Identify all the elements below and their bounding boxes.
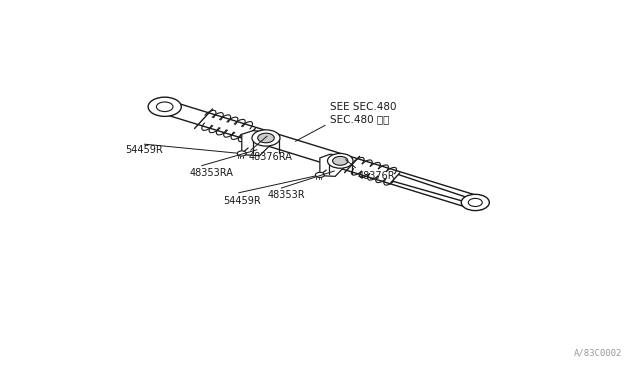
- Text: A/83C0002: A/83C0002: [574, 349, 623, 358]
- Circle shape: [156, 102, 173, 112]
- Circle shape: [258, 133, 275, 143]
- Text: 48376RA: 48376RA: [248, 152, 292, 162]
- Text: 48353RA: 48353RA: [190, 168, 234, 178]
- Circle shape: [461, 194, 490, 211]
- Text: 54459R: 54459R: [125, 145, 163, 155]
- Text: 48376R: 48376R: [358, 171, 396, 181]
- Circle shape: [328, 154, 353, 168]
- Circle shape: [316, 172, 324, 177]
- Circle shape: [468, 198, 483, 206]
- Polygon shape: [163, 102, 477, 207]
- Circle shape: [237, 151, 246, 156]
- Polygon shape: [320, 154, 347, 176]
- Text: 48353R: 48353R: [268, 190, 305, 201]
- Polygon shape: [242, 131, 274, 156]
- Circle shape: [333, 156, 348, 165]
- Circle shape: [252, 130, 280, 146]
- Circle shape: [148, 97, 181, 116]
- Text: 54459R: 54459R: [223, 196, 261, 206]
- Text: SEE SEC.480
SEC.480 参図: SEE SEC.480 SEC.480 参図: [330, 102, 396, 124]
